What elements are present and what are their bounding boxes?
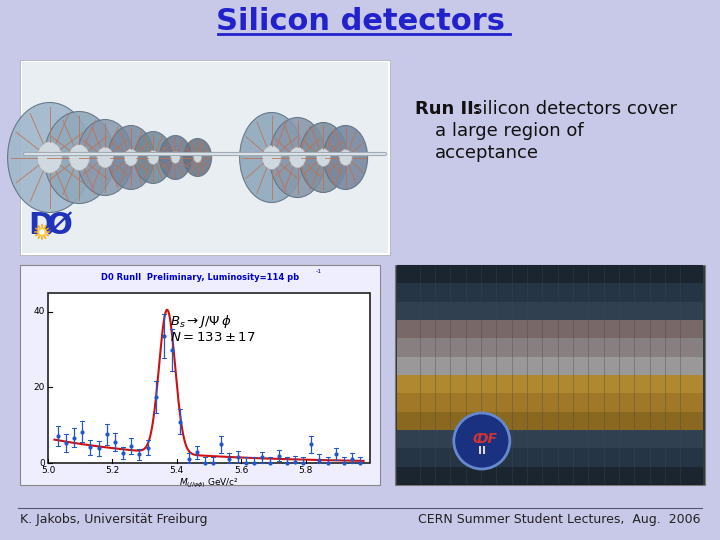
Text: D: D [28,211,53,240]
Text: D0 RunII  Preliminary, Luminosity=114 pb: D0 RunII Preliminary, Luminosity=114 pb [101,273,299,282]
Text: 5.0: 5.0 [41,466,55,475]
Ellipse shape [184,138,212,177]
Text: $N = 133\pm17$: $N = 133\pm17$ [171,331,256,344]
Ellipse shape [240,112,304,202]
Text: -1: -1 [315,269,321,274]
Text: CERN Summer Student Lectures,  Aug.  2006: CERN Summer Student Lectures, Aug. 2006 [418,514,700,526]
Bar [397,393,703,411]
Ellipse shape [8,103,91,213]
Ellipse shape [194,152,202,163]
Text: 5.4: 5.4 [170,466,184,475]
Bar [48,293,370,463]
Bar [397,411,703,430]
Text: Ø: Ø [46,211,72,240]
Bar [20,265,380,485]
Ellipse shape [323,125,368,190]
Bar [397,448,703,467]
Text: $M_{(J/\psi\phi)}$ GeV/c²: $M_{(J/\psi\phi)}$ GeV/c² [179,477,239,490]
Ellipse shape [77,119,133,195]
Bar [397,356,703,375]
Ellipse shape [339,149,352,166]
Bar [397,320,703,339]
Ellipse shape [134,132,172,184]
Text: Run II:: Run II: [415,100,481,118]
Text: DF: DF [477,432,498,446]
Circle shape [454,413,510,469]
Ellipse shape [316,148,330,166]
Circle shape [40,230,44,234]
Text: 40: 40 [34,307,45,316]
Bar [397,265,703,284]
Text: 20: 20 [34,383,45,392]
Text: acceptance: acceptance [435,144,539,162]
Ellipse shape [148,150,159,165]
Ellipse shape [108,125,154,190]
Bar [20,60,390,255]
Text: a large region of: a large region of [435,122,584,140]
Bar [397,375,703,393]
Text: 5.6: 5.6 [234,466,248,475]
Ellipse shape [124,149,138,166]
Text: 5.2: 5.2 [105,466,120,475]
Ellipse shape [262,145,282,170]
Bar [397,302,703,320]
Text: 0: 0 [40,458,45,468]
Text: K. Jakobs, Universität Freiburg: K. Jakobs, Universität Freiburg [20,514,207,526]
Text: silicon detectors cover: silicon detectors cover [473,100,677,118]
Ellipse shape [37,141,62,173]
Ellipse shape [289,147,306,168]
Ellipse shape [44,111,114,204]
Bar [397,284,703,302]
Bar [395,265,705,485]
Text: $B_s{\rightarrow}J/\Psi\,\phi$: $B_s{\rightarrow}J/\Psi\,\phi$ [171,313,232,330]
Circle shape [38,228,46,236]
Bar [22,62,388,253]
Ellipse shape [300,123,348,192]
Ellipse shape [269,118,325,198]
Bar [397,467,703,485]
Bar [397,339,703,356]
Ellipse shape [159,136,192,179]
Bar [397,430,703,448]
Text: 5.8: 5.8 [298,466,312,475]
Ellipse shape [68,144,90,171]
Ellipse shape [96,147,114,168]
Ellipse shape [171,152,180,164]
Text: II: II [478,446,486,456]
Text: C: C [473,432,483,446]
Text: Silicon detectors: Silicon detectors [215,8,505,37]
